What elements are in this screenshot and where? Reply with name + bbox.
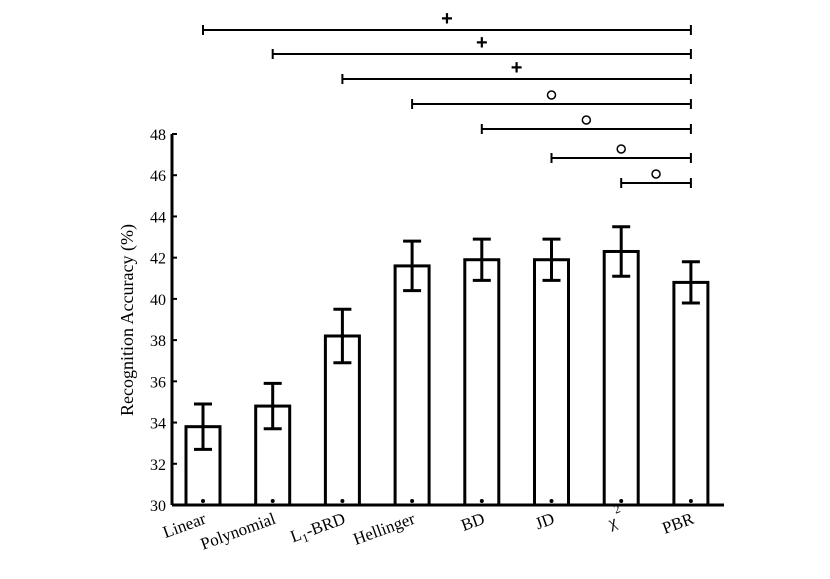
bar [672,280,710,507]
bar [393,264,431,507]
significance-marker-plus: + [511,57,523,79]
y-tick-label: 32 [150,457,166,474]
x-tick-dot [270,499,275,503]
y-ticks: 30 32 34 36 38 40 42 44 46 48 [150,127,177,515]
significance-marker-plus: + [441,8,453,30]
y-tick-label: 34 [150,416,166,433]
significance-marker-circle [546,90,557,100]
x-tick-dot [201,499,205,503]
x-tick-dot [619,499,624,503]
x-tick-dot [688,499,693,503]
y-axis-label: Recognition Accuracy (%) [117,224,138,416]
y-tick-label: 48 [150,127,166,144]
significance-marker-plus: + [476,32,488,54]
x-tick-label: JD [533,509,557,533]
y-tick-label: 36 [150,374,166,391]
significance-marker-circle [616,144,626,154]
axes [170,134,724,507]
significance-marker-circle [651,169,661,179]
x-tick-dot [479,499,484,503]
x-tick-label: Hellinger [351,509,418,549]
y-tick-label: 40 [150,292,166,309]
y-tick-label: 44 [150,209,166,226]
x-tick-label: L1-BRD [288,509,349,549]
y-tick-label: 46 [150,168,166,185]
bar [602,249,640,507]
significance-brackets: + + + [202,8,692,188]
y-tick-label: 38 [150,333,166,350]
x-tick-dot [410,499,415,503]
x-tick-label: Polynomial [198,509,278,554]
bar [533,258,570,507]
x-tick-label: PBR [660,509,697,538]
x-tick-dot [549,499,554,503]
bar [463,258,501,507]
x-tick-label: BD [458,509,487,535]
y-tick-label: 30 [150,498,166,515]
y-tick-label: 42 [150,251,166,268]
x-tick-dot [340,499,345,503]
bars [184,225,710,507]
significance-marker-circle [581,115,592,125]
